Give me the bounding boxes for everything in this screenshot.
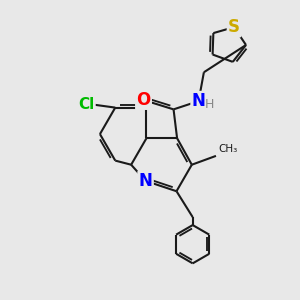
Text: H: H [205,98,214,111]
Text: Cl: Cl [78,97,94,112]
Text: N: N [192,92,206,110]
Text: S: S [228,18,240,36]
Text: N: N [139,172,152,190]
Text: CH₃: CH₃ [218,143,237,154]
Text: O: O [136,91,151,109]
